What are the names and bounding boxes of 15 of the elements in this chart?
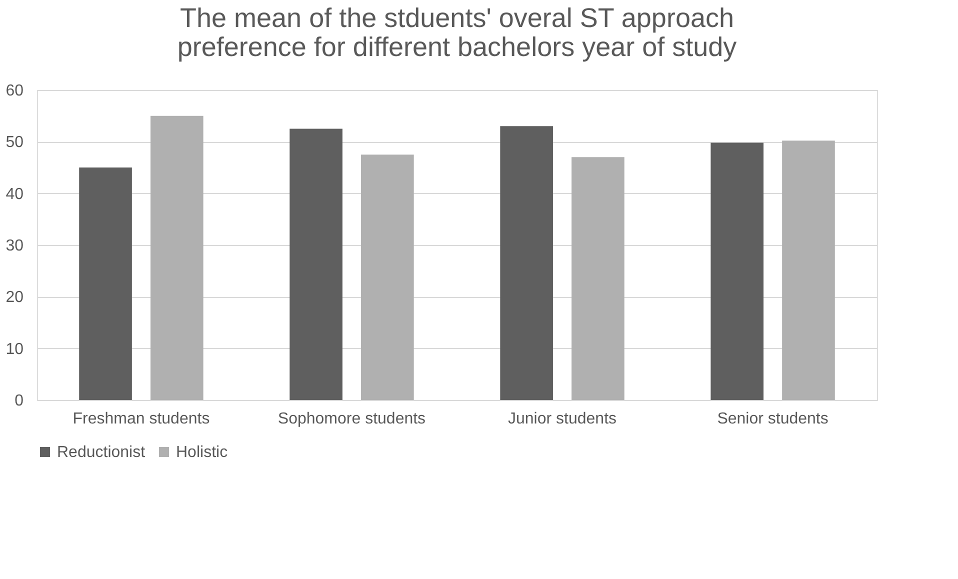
x-tick-label: Senior students — [717, 410, 828, 428]
x-tick-label: Freshman students — [72, 410, 210, 428]
y-tick-label: 20 — [6, 289, 24, 306]
y-tick-label: 50 — [6, 134, 24, 152]
y-tick-label: 0 — [14, 392, 24, 410]
text: The mean of the stduents' overal ST approach — [180, 3, 734, 33]
x-tick-label: Junior students — [508, 410, 617, 428]
text: preference for different bachelors year of study — [177, 32, 737, 62]
legend-label: Holistic — [176, 444, 228, 461]
legend-label: Reductionist — [57, 444, 146, 461]
y-tick-label: 30 — [6, 238, 24, 254]
x-tick-label: Sophomore students — [278, 410, 426, 428]
y-tick-label: 60 — [6, 82, 24, 100]
y-tick-label: 40 — [6, 186, 24, 203]
y-tick-label: 10 — [6, 340, 24, 358]
